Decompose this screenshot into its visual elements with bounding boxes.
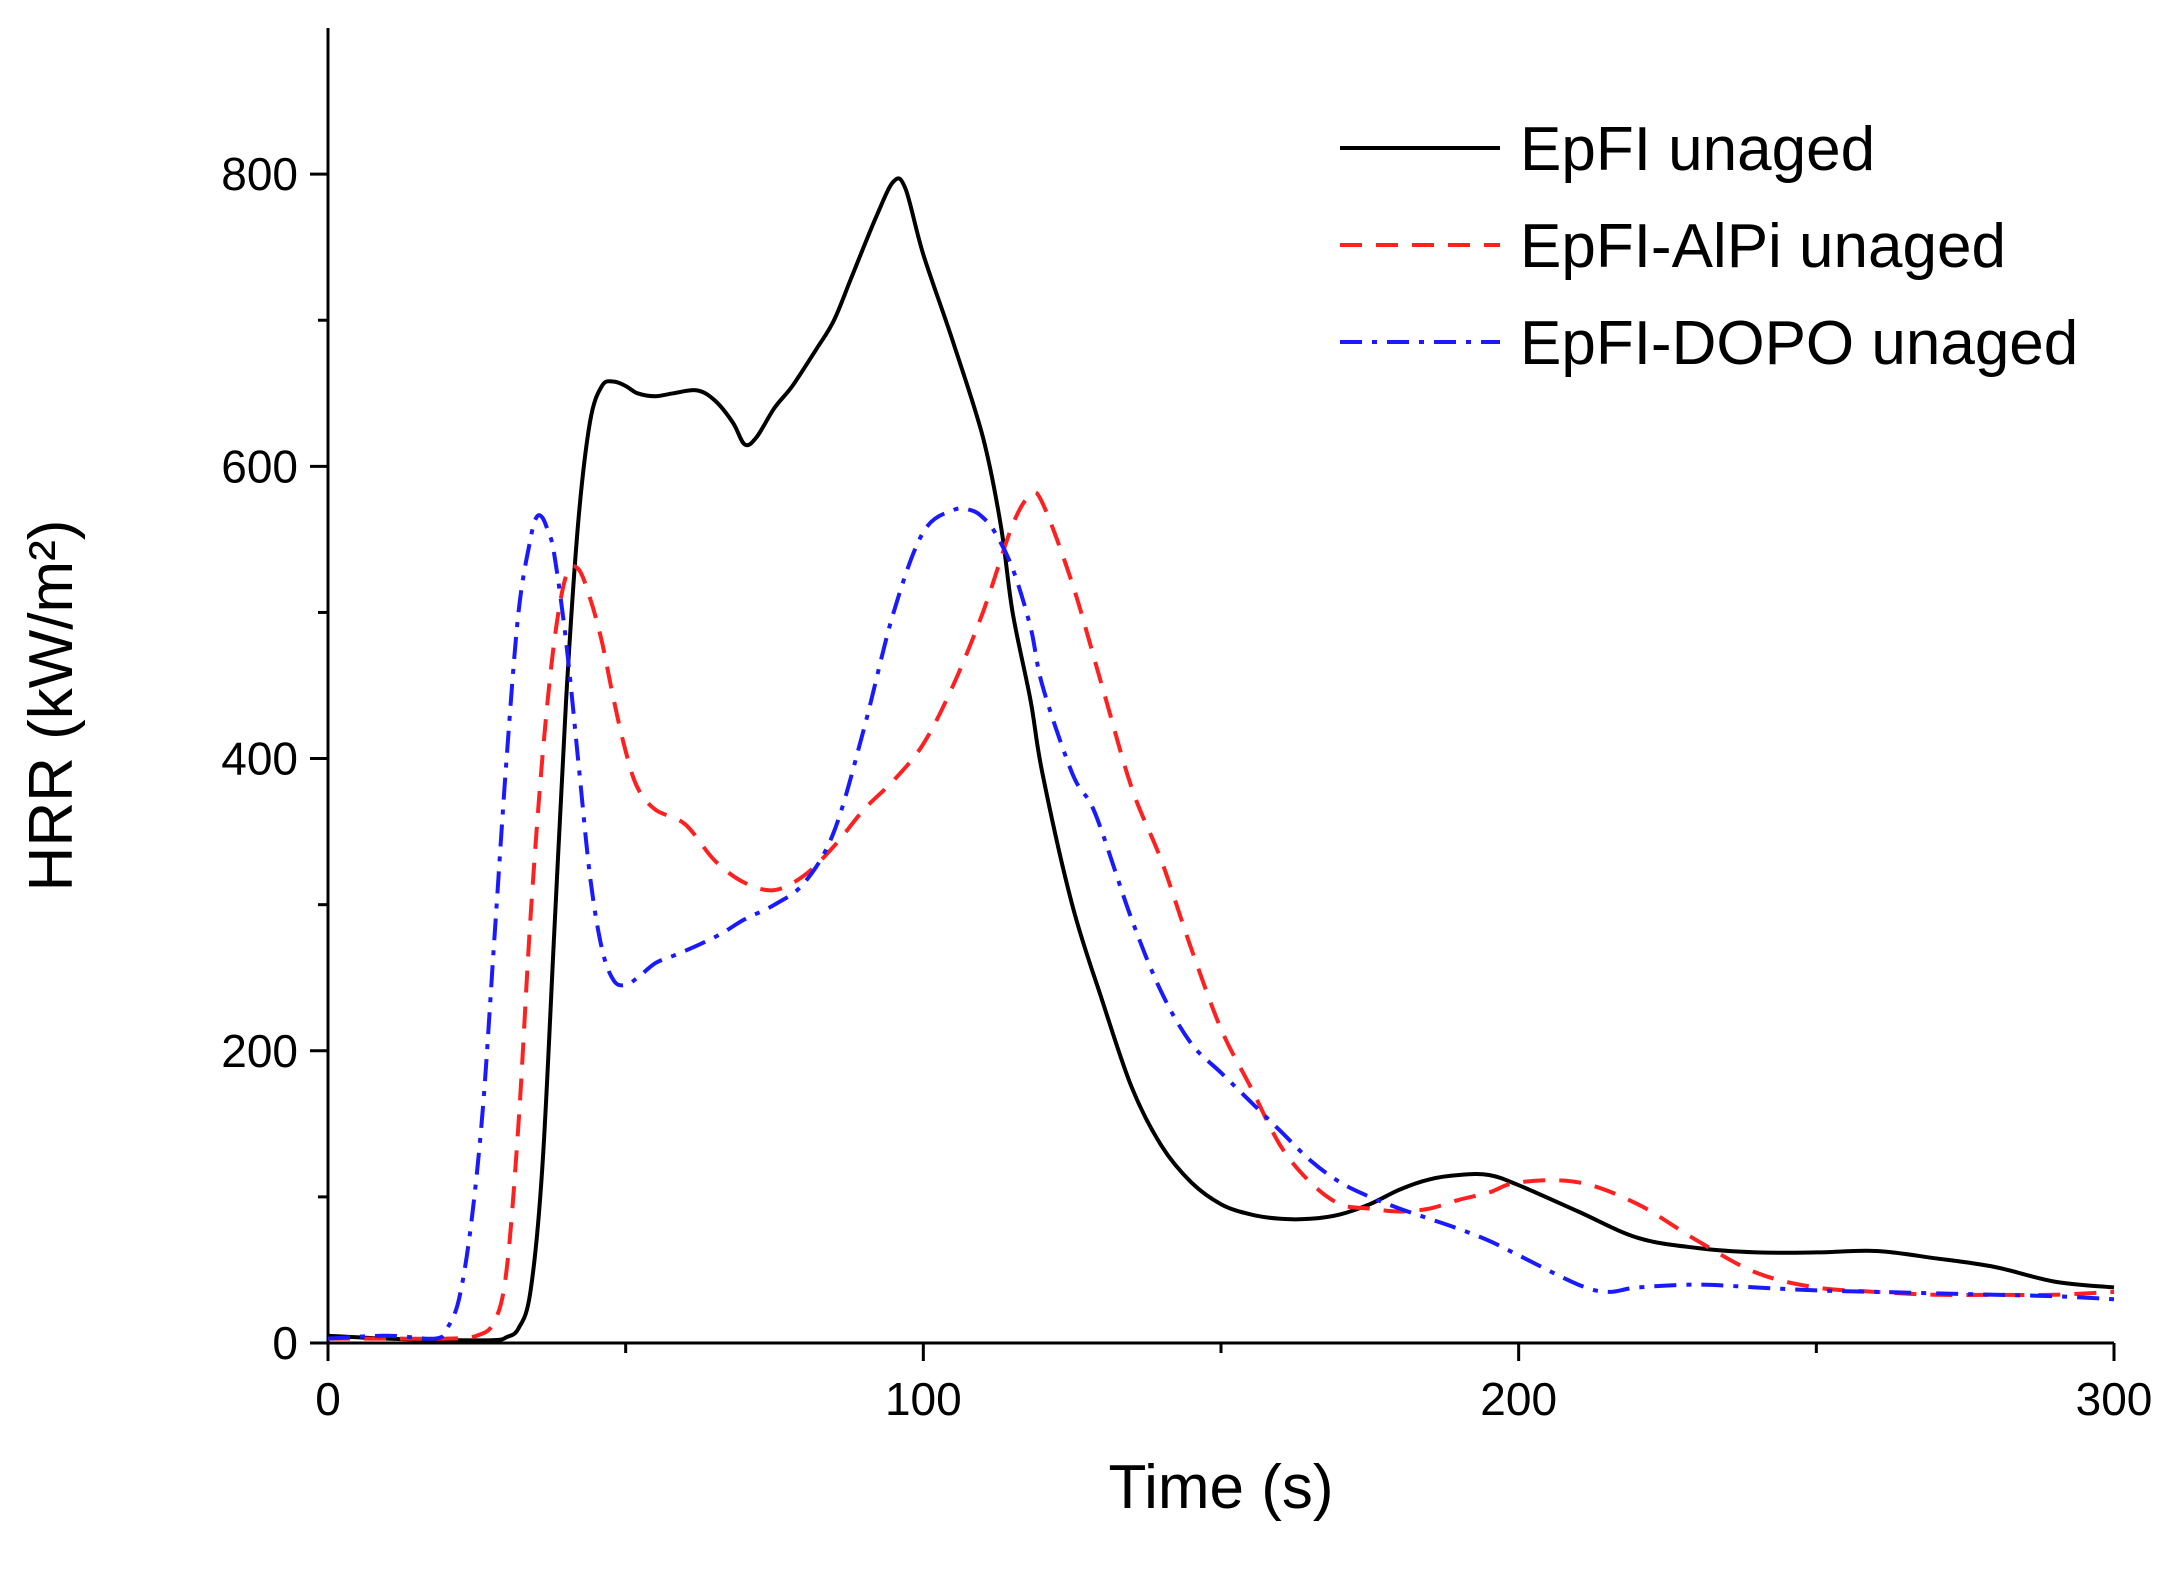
legend-label-2: EpFI-AlPi unaged	[1520, 212, 2006, 281]
y-tick-label: 400	[221, 733, 298, 785]
legend-label-3: EpFI-DOPO unaged	[1520, 309, 2078, 378]
y-tick-label: 200	[221, 1025, 298, 1077]
y-axis-title: HRR (kW/m²)	[17, 520, 86, 892]
x-tick-label: 300	[2076, 1373, 2153, 1425]
series-group	[327, 176, 2115, 1343]
x-tick-label: 0	[315, 1373, 341, 1425]
y-tick-label: 600	[221, 440, 298, 492]
x-tick-label: 200	[1480, 1373, 1557, 1425]
legend: EpFI unaged EpFI-AlPi unaged EpFI-DOPO una…	[1340, 115, 2078, 378]
x-tick-label: 100	[885, 1373, 962, 1425]
y-tick-label: 800	[221, 148, 298, 200]
legend-label-1: EpFI unaged	[1520, 115, 1875, 184]
y-tick-label: 0	[272, 1317, 298, 1369]
ticks: 0 100 200 300 0 200 400 600 800	[221, 148, 2152, 1425]
series-line-3	[327, 506, 2115, 1341]
x-axis-title: Time (s)	[1109, 1453, 1334, 1522]
